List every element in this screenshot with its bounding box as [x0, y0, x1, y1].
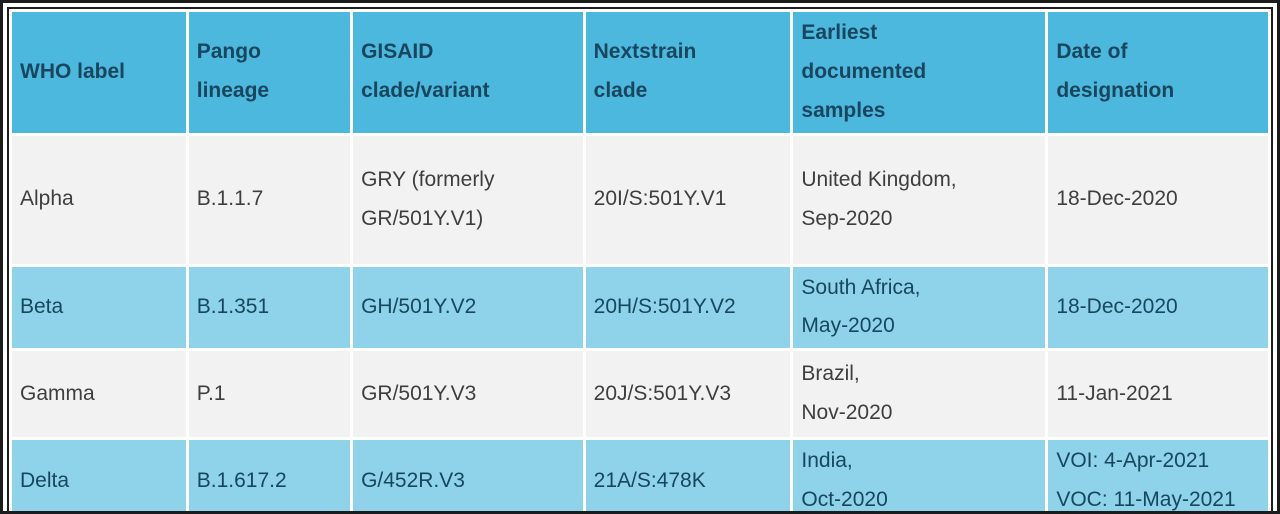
variants-of-concern-table: WHO label Pango lineage GISAID clade/var… — [7, 7, 1273, 511]
table-row-gamma: Gamma P.1 GR/501Y.V3 20J/S:501Y.V3 Brazi… — [12, 351, 1268, 438]
table-cell: 21A/S:478K — [585, 440, 791, 511]
table-cell: GH/501Y.V2 — [353, 266, 583, 349]
table-cell: 18-Dec-2020 — [1048, 266, 1268, 349]
table-cell: Alpha — [12, 135, 186, 264]
col-header-earliest-documented-samples: Earliest documented samples — [793, 12, 1046, 133]
table-cell: B.1.1.7 — [188, 135, 351, 264]
table-cell: GRY (formerly GR/501Y.V1) — [353, 135, 583, 264]
table-cell: 18-Dec-2020 — [1048, 135, 1268, 264]
table-cell: Gamma — [12, 351, 186, 438]
header-row: WHO label Pango lineage GISAID clade/var… — [12, 12, 1268, 133]
table-cell: 20J/S:501Y.V3 — [585, 351, 791, 438]
table-cell: United Kingdom, Sep-2020 — [793, 135, 1046, 264]
table-cell: GR/501Y.V3 — [353, 351, 583, 438]
table-cell: Beta — [12, 266, 186, 349]
table-cell: 20I/S:501Y.V1 — [585, 135, 791, 264]
table-cell: P.1 — [188, 351, 351, 438]
col-header-gisaid-clade-variant: GISAID clade/variant — [353, 12, 583, 133]
table-cell: G/452R.V3 — [353, 440, 583, 511]
table-cell: 20H/S:501Y.V2 — [585, 266, 791, 349]
col-header-pango-lineage: Pango lineage — [188, 12, 351, 133]
table-cell: B.1.351 — [188, 266, 351, 349]
table-cell: Delta — [12, 440, 186, 511]
table-row-beta: Beta B.1.351 GH/501Y.V2 20H/S:501Y.V2 So… — [12, 266, 1268, 349]
table-cell: Brazil, Nov-2020 — [793, 351, 1046, 438]
table-cell: VOI: 4-Apr-2021 VOC: 11-May-2021 — [1048, 440, 1268, 511]
table-row-delta: Delta B.1.617.2 G/452R.V3 21A/S:478K Ind… — [12, 440, 1268, 511]
col-header-nextstrain-clade: Nextstrain clade — [585, 12, 791, 133]
table-row-alpha: Alpha B.1.1.7 GRY (formerly GR/501Y.V1) … — [12, 135, 1268, 264]
col-header-date-of-designation: Date of designation — [1048, 12, 1268, 133]
col-header-who-label: WHO label — [12, 12, 186, 133]
table-cell: India, Oct-2020 — [793, 440, 1046, 511]
table-cell: 11-Jan-2021 — [1048, 351, 1268, 438]
table-cell: South Africa, May-2020 — [793, 266, 1046, 349]
table-cell: B.1.617.2 — [188, 440, 351, 511]
